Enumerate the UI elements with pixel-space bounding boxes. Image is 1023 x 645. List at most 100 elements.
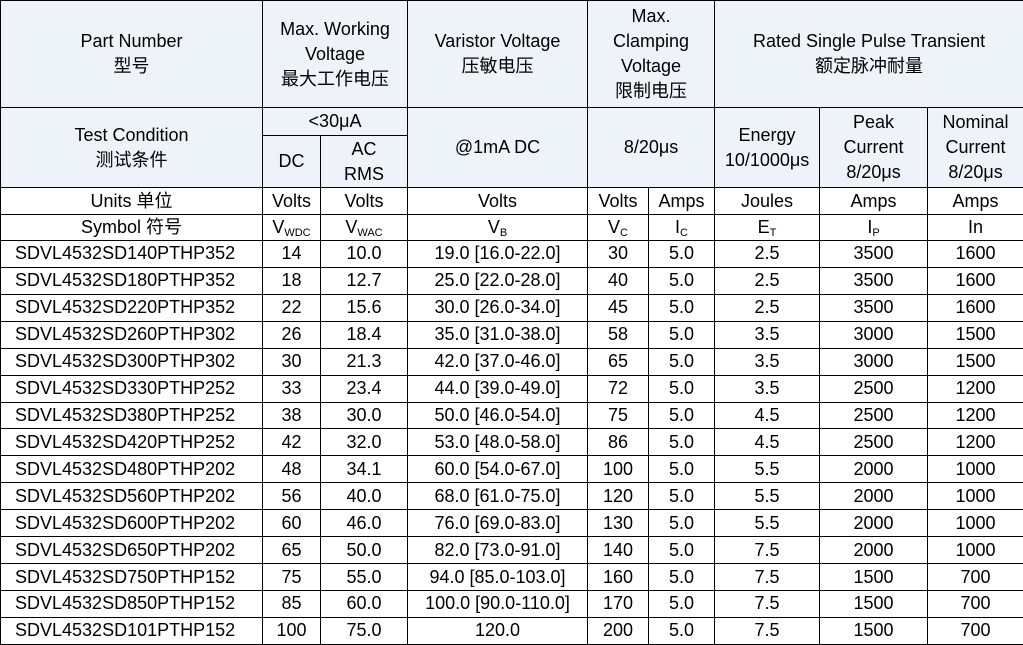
header-cell-text: Test Condition <box>4 123 259 148</box>
value-cell-text: 60 <box>266 511 317 536</box>
value-cell-text: 140 <box>591 538 645 563</box>
header-cell-text: <30μA <box>266 109 404 134</box>
value-cell: 3500 <box>820 267 928 294</box>
value-cell-text: 10.0 <box>324 241 404 266</box>
value-cell-text: 4.5 <box>718 430 816 455</box>
value-cell-text: 1200 <box>931 376 1020 401</box>
value-cell-text: 18 <box>266 268 317 293</box>
value-cell: 7.5 <box>715 617 820 644</box>
value-cell-text: 3.5 <box>718 349 816 374</box>
value-cell: 5.5 <box>715 510 820 537</box>
value-cell: 50.0 <box>321 537 408 564</box>
value-cell: 5.5 <box>715 483 820 510</box>
header-cell-text: Max. Working <box>266 17 404 42</box>
part-number: SDVL4532SD480PTHP202 <box>1 456 263 483</box>
value-cell: 75.0 <box>321 617 408 644</box>
value-cell: 5.0 <box>649 321 715 348</box>
value-cell-text: 34.1 <box>324 457 404 482</box>
value-cell-text: 58 <box>591 322 645 347</box>
value-cell-text: 120.0 <box>411 618 584 643</box>
part-number: SDVL4532SD850PTHP152 <box>1 590 263 617</box>
symbol-main: V <box>272 217 284 237</box>
value-cell-text: 40 <box>591 268 645 293</box>
value-cell-text: 94.0 [85.0-103.0] <box>411 565 584 590</box>
value-cell: 56 <box>263 483 321 510</box>
value-cell: 14 <box>263 241 321 268</box>
value-cell-text: 38 <box>266 403 317 428</box>
value-cell: 5.0 <box>649 348 715 375</box>
value-cell: 35.0 [31.0-38.0] <box>408 321 588 348</box>
units-cell: Amps <box>649 188 715 215</box>
value-cell-text: 85 <box>266 591 317 616</box>
value-cell: 200 <box>588 617 649 644</box>
part-number-text: SDVL4532SD101PTHP152 <box>15 618 259 643</box>
value-cell: 22 <box>263 294 321 321</box>
units-cell: Joules <box>715 188 820 215</box>
value-cell-text: 7.5 <box>718 538 816 563</box>
value-cell: 30.0 <box>321 402 408 429</box>
part-number: SDVL4532SD180PTHP352 <box>1 267 263 294</box>
value-cell-text: 3500 <box>823 268 924 293</box>
value-cell: 700 <box>928 617 1023 644</box>
header-cell-text: Current <box>931 135 1020 160</box>
value-cell: 3.5 <box>715 348 820 375</box>
value-cell: 1500 <box>928 348 1023 375</box>
part-number-text: SDVL4532SD420PTHP252 <box>15 430 259 455</box>
value-cell: 1000 <box>928 456 1023 483</box>
part-number-text: SDVL4532SD140PTHP352 <box>15 241 259 266</box>
value-cell: 100 <box>588 456 649 483</box>
part-number: SDVL4532SD560PTHP202 <box>1 483 263 510</box>
value-cell: 5.0 <box>649 510 715 537</box>
value-cell: 2000 <box>820 510 928 537</box>
units-cell-text: Amps <box>823 189 924 214</box>
value-cell: 100.0 [90.0-110.0] <box>408 590 588 617</box>
value-cell-text: 5.0 <box>652 322 711 347</box>
value-cell-text: 48 <box>266 457 317 482</box>
value-cell: 68.0 [61.0-75.0] <box>408 483 588 510</box>
value-cell: 40.0 <box>321 483 408 510</box>
units-cell-text: Units 单位 <box>4 189 259 214</box>
value-cell: 1000 <box>928 483 1023 510</box>
value-cell-text: 42.0 [37.0-46.0] <box>411 349 584 374</box>
part-number-text: SDVL4532SD850PTHP152 <box>15 591 259 616</box>
value-cell: 86 <box>588 429 649 456</box>
value-cell-text: 60.0 [54.0-67.0] <box>411 457 584 482</box>
value-cell-text: 5.0 <box>652 295 711 320</box>
value-cell: 32.0 <box>321 429 408 456</box>
units-cell-text: Joules <box>718 189 816 214</box>
part-number-text: SDVL4532SD600PTHP202 <box>15 511 259 536</box>
symbol-main: In <box>968 217 983 237</box>
value-cell: 25.0 [22.0-28.0] <box>408 267 588 294</box>
value-cell-text: 2000 <box>823 538 924 563</box>
value-cell-text: 700 <box>931 591 1020 616</box>
value-cell: 30 <box>263 348 321 375</box>
value-cell: 160 <box>588 564 649 591</box>
part-number: SDVL4532SD330PTHP252 <box>1 375 263 402</box>
value-cell: 30 <box>588 241 649 268</box>
symbol-cell: In <box>928 215 1023 241</box>
value-cell: 10.0 <box>321 241 408 268</box>
symbol-main: V <box>488 217 500 237</box>
value-cell: 700 <box>928 564 1023 591</box>
value-cell-text: 68.0 [61.0-75.0] <box>411 484 584 509</box>
value-cell-text: 1000 <box>931 511 1020 536</box>
value-cell: 26 <box>263 321 321 348</box>
value-cell-text: 25.0 [22.0-28.0] <box>411 268 584 293</box>
value-cell-text: 19.0 [16.0-22.0] <box>411 241 584 266</box>
value-cell-text: 2500 <box>823 376 924 401</box>
value-cell: 5.0 <box>649 617 715 644</box>
value-cell: 65 <box>588 348 649 375</box>
value-cell-text: 700 <box>931 618 1020 643</box>
value-cell: 3.5 <box>715 375 820 402</box>
units-cell-text: Amps <box>652 189 711 214</box>
part-number: SDVL4532SD220PTHP352 <box>1 294 263 321</box>
